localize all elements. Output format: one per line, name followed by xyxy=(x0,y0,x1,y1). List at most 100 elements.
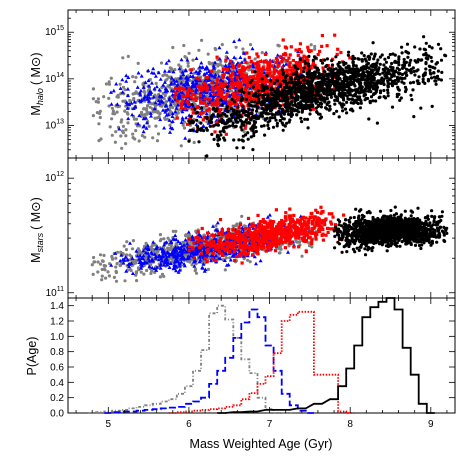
top-point xyxy=(115,110,119,114)
top-point xyxy=(383,69,387,73)
top-point xyxy=(221,75,225,80)
top-point xyxy=(192,97,196,101)
top-point xyxy=(211,88,215,92)
top-point xyxy=(278,96,282,100)
top-point xyxy=(256,60,260,64)
top-point xyxy=(148,111,153,115)
top-point xyxy=(234,45,238,49)
top-point xyxy=(244,60,248,64)
top-point xyxy=(363,67,367,71)
top-point xyxy=(405,42,410,46)
top-point xyxy=(141,85,146,89)
top-point xyxy=(355,95,360,99)
top-point xyxy=(204,75,208,80)
top-point xyxy=(116,95,120,99)
top-point xyxy=(179,102,183,106)
top-point xyxy=(370,71,374,75)
top-point xyxy=(113,140,117,144)
top-point xyxy=(131,106,136,110)
top-point xyxy=(147,124,151,128)
top-point xyxy=(246,94,250,98)
top-point xyxy=(111,109,115,113)
top-point xyxy=(260,75,264,79)
top-point xyxy=(195,110,199,114)
middle-point xyxy=(160,272,165,276)
top-point xyxy=(219,59,223,64)
top-point xyxy=(326,77,330,81)
top-point xyxy=(255,106,259,110)
top-point xyxy=(123,88,127,92)
top-point xyxy=(196,106,200,110)
top-point xyxy=(259,72,263,76)
top-point xyxy=(217,69,221,74)
top-point xyxy=(120,77,125,82)
top-point xyxy=(243,66,247,70)
top-point xyxy=(281,128,285,132)
top-point xyxy=(141,97,146,101)
top-point xyxy=(252,134,256,138)
middle-point xyxy=(98,253,103,257)
top-point xyxy=(364,96,368,101)
top-series-3 xyxy=(187,35,448,158)
middle-point xyxy=(206,267,210,271)
top-point xyxy=(191,92,195,97)
top-point xyxy=(319,105,323,109)
top-point xyxy=(247,103,251,107)
top-point xyxy=(275,78,279,82)
top-point xyxy=(263,117,267,121)
top-point xyxy=(226,76,231,81)
top-point xyxy=(170,99,175,103)
top-point xyxy=(397,88,401,92)
top-point xyxy=(252,93,257,97)
top-point xyxy=(312,84,316,88)
top-point xyxy=(374,99,378,103)
top-point xyxy=(319,115,324,119)
top-point xyxy=(123,109,127,113)
top-point xyxy=(162,69,167,73)
top-point xyxy=(156,70,161,75)
top-point xyxy=(229,107,233,111)
top-point xyxy=(275,58,279,63)
top-point xyxy=(150,102,154,106)
top-point xyxy=(231,124,235,128)
top-point xyxy=(238,71,242,75)
top-point xyxy=(226,110,230,114)
top-point xyxy=(362,94,366,98)
top-point xyxy=(137,139,141,143)
top-point xyxy=(143,90,147,95)
top-point xyxy=(208,62,212,66)
top-point xyxy=(265,90,269,94)
middle-point xyxy=(118,263,122,267)
top-point xyxy=(363,87,368,91)
top-point xyxy=(276,77,280,81)
top-point xyxy=(333,83,337,87)
top-point xyxy=(306,126,310,130)
top-point xyxy=(266,104,270,109)
top-point xyxy=(232,108,236,112)
top-point xyxy=(229,100,233,104)
top-point xyxy=(314,92,319,96)
top-point xyxy=(124,73,129,78)
middle-point xyxy=(223,268,227,272)
top-point xyxy=(251,76,255,81)
middle-point xyxy=(235,222,239,226)
top-point xyxy=(281,38,285,42)
top-point xyxy=(242,82,247,86)
top-point xyxy=(181,99,185,103)
top-point xyxy=(427,54,431,58)
top-point xyxy=(96,97,100,101)
top-point xyxy=(213,46,217,51)
top-point xyxy=(152,86,157,91)
top-point xyxy=(337,60,341,65)
top-point xyxy=(421,73,426,77)
top-point xyxy=(209,115,213,119)
top-point xyxy=(268,119,272,123)
top-point xyxy=(199,101,203,105)
top-point xyxy=(252,119,256,124)
top-point xyxy=(298,64,303,68)
top-point xyxy=(247,91,251,95)
middle-point xyxy=(125,240,129,244)
top-point xyxy=(126,112,130,116)
top-point xyxy=(423,48,428,52)
top-point xyxy=(407,63,411,67)
